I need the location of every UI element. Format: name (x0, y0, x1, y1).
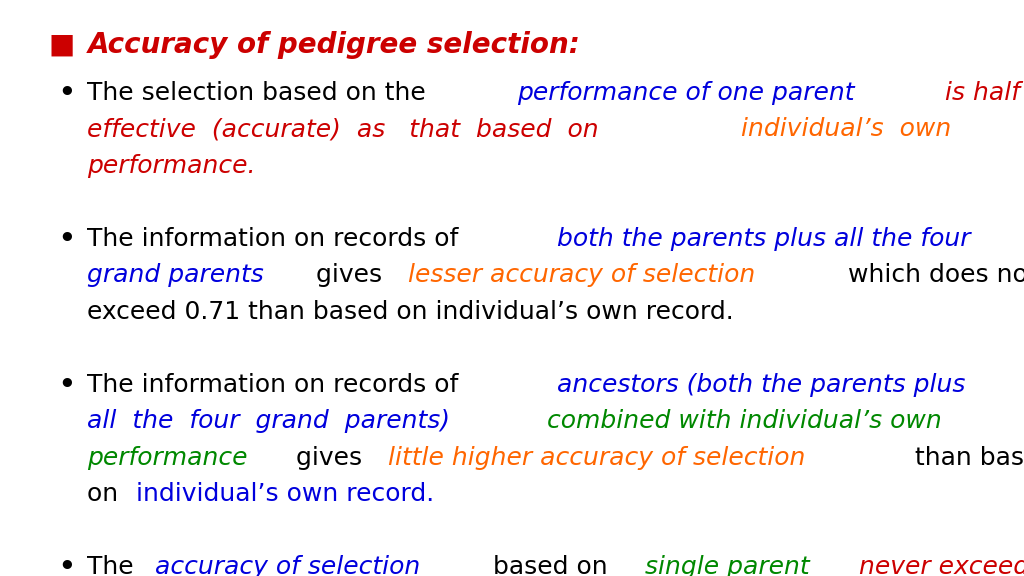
Text: gives: gives (316, 263, 390, 287)
Text: ■: ■ (48, 31, 75, 59)
Text: based on: based on (494, 555, 616, 576)
Text: ancestors (both the parents plus: ancestors (both the parents plus (557, 373, 966, 397)
Text: is half as: is half as (945, 81, 1024, 105)
Text: combined with individual’s own: combined with individual’s own (547, 409, 942, 433)
Text: The selection based on the: The selection based on the (87, 81, 434, 105)
Text: The information on records of: The information on records of (87, 373, 467, 397)
Text: The information on records of: The information on records of (87, 226, 467, 251)
Text: •: • (57, 555, 75, 576)
Text: •: • (57, 226, 75, 253)
Text: lesser accuracy of selection: lesser accuracy of selection (408, 263, 763, 287)
Text: individual’s own record.: individual’s own record. (136, 482, 434, 506)
Text: which does not: which does not (848, 263, 1024, 287)
Text: •: • (57, 373, 75, 399)
Text: than based: than based (914, 446, 1024, 469)
Text: never exceed to: never exceed to (859, 555, 1024, 576)
Text: performance.: performance. (87, 154, 256, 177)
Text: on: on (87, 482, 126, 506)
Text: •: • (57, 81, 75, 107)
Text: all  the  four  grand  parents): all the four grand parents) (87, 409, 459, 433)
Text: both the parents plus all the four: both the parents plus all the four (557, 226, 971, 251)
Text: The: The (87, 555, 142, 576)
Text: performance: performance (87, 446, 256, 469)
Text: exceed 0.71 than based on individual’s own record.: exceed 0.71 than based on individual’s o… (87, 300, 734, 324)
Text: effective  (accurate)  as   that  based  on: effective (accurate) as that based on (87, 117, 615, 141)
Text: individual’s  own: individual’s own (741, 117, 951, 141)
Text: Accuracy of pedigree selection:: Accuracy of pedigree selection: (87, 31, 581, 59)
Text: accuracy of selection: accuracy of selection (155, 555, 428, 576)
Text: performance of one parent: performance of one parent (517, 81, 862, 105)
Text: gives: gives (296, 446, 370, 469)
Text: grand parents: grand parents (87, 263, 272, 287)
Text: single parent: single parent (645, 555, 818, 576)
Text: little higher accuracy of selection: little higher accuracy of selection (388, 446, 813, 469)
